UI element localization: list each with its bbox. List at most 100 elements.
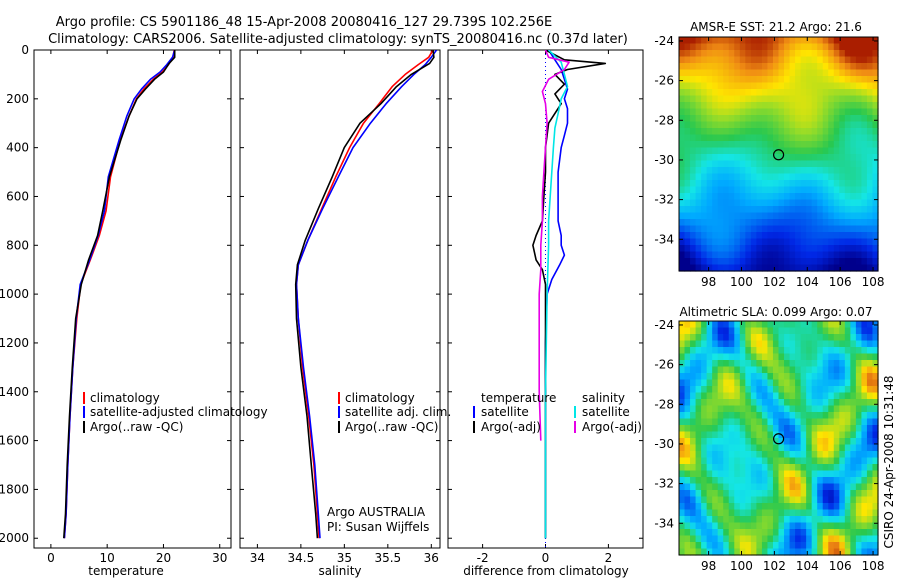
heatmap-cell [695, 386, 702, 394]
heatmap-cell [679, 353, 686, 361]
heatmap-cell [855, 108, 863, 116]
x-tick-label: 34.5 [288, 551, 315, 565]
heatmap-cell [745, 477, 752, 485]
heatmap-cell [761, 180, 769, 188]
heatmap-cell [861, 412, 868, 420]
heatmap-cell [855, 186, 863, 194]
heatmap-cell [728, 483, 735, 491]
heatmap-cell [866, 245, 874, 253]
heatmap-cell [855, 141, 863, 149]
heatmap-cell [767, 542, 774, 550]
heatmap-cell [684, 147, 691, 155]
heatmap-cell [855, 206, 863, 214]
heatmap-cell [872, 425, 879, 433]
heatmap-cell [866, 392, 874, 400]
heatmap-cell [734, 360, 741, 368]
heatmap-cell [850, 431, 857, 439]
heatmap-cell [739, 490, 746, 498]
heatmap-cell [701, 399, 708, 407]
heatmap-cell [679, 327, 686, 335]
heatmap-cell [690, 160, 697, 168]
heatmap-cell [866, 535, 874, 543]
heatmap-cell [850, 477, 857, 485]
heatmap-cell [679, 535, 686, 543]
heatmap-cell [872, 95, 879, 103]
heatmap-cell [811, 180, 818, 188]
heatmap-cell [861, 258, 868, 266]
heatmap-cell [690, 89, 697, 97]
heatmap-cell [789, 206, 796, 214]
heatmap-cell [772, 392, 780, 400]
heatmap-cell [712, 425, 719, 433]
heatmap-cell [861, 154, 868, 162]
heatmap-cell [761, 76, 769, 84]
heatmap-cell [839, 154, 846, 162]
y-tick-label: -32 [654, 477, 674, 491]
heatmap-cell [772, 225, 780, 233]
heatmap-cell [872, 115, 879, 123]
heatmap-cell [717, 245, 724, 253]
heatmap-cell [723, 490, 730, 498]
heatmap-cell [866, 225, 874, 233]
heatmap-cell [789, 334, 796, 342]
heatmap-cell [745, 69, 752, 77]
heatmap-cell [866, 154, 874, 162]
heatmap-cell [839, 347, 846, 355]
heatmap-cell [866, 470, 874, 478]
heatmap-cell [850, 425, 857, 433]
heatmap-cell [723, 477, 730, 485]
heatmap-cell [690, 206, 697, 214]
heatmap-cell [795, 43, 802, 51]
heatmap-cell [817, 69, 824, 77]
heatmap-cell [784, 399, 791, 407]
heatmap-cell [822, 483, 829, 491]
heatmap-cell [872, 154, 879, 162]
heatmap-cell [855, 76, 863, 84]
heatmap-cell [855, 340, 863, 348]
heatmap-cell [872, 444, 879, 452]
heatmap-cell [866, 379, 874, 387]
heatmap-cell [756, 160, 763, 168]
heatmap-cell [772, 399, 780, 407]
heatmap-cell [712, 128, 719, 136]
x-tick-label: 102 [763, 275, 786, 289]
heatmap-cell [789, 193, 796, 201]
heatmap-cell [839, 82, 846, 90]
y-tick-label: -34 [654, 516, 674, 530]
heatmap-cell [800, 373, 807, 381]
heatmap-cell [728, 496, 735, 504]
heatmap-cell [833, 50, 840, 58]
heatmap-cell [712, 516, 719, 524]
heatmap-cell [761, 193, 769, 201]
heatmap-cell [844, 43, 851, 51]
heatmap-cell [795, 477, 802, 485]
heatmap-cell [822, 516, 829, 524]
heatmap-cell [839, 340, 846, 348]
heatmap-cell [772, 108, 780, 116]
heatmap-cell [795, 509, 802, 517]
heatmap-cell [839, 173, 846, 181]
heatmap-cell [701, 108, 708, 116]
heatmap-cell [828, 154, 835, 162]
heatmap-cell [844, 186, 851, 194]
heatmap-cell [806, 232, 813, 240]
heatmap-cell [778, 457, 785, 465]
heatmap-cell [761, 327, 769, 335]
heatmap-cell [795, 470, 802, 478]
amsre_sst-axes-frame [678, 36, 879, 272]
heatmap-cell [789, 180, 796, 188]
heatmap-cell [767, 147, 774, 155]
heatmap-cell [866, 412, 874, 420]
heatmap-cell [800, 95, 807, 103]
heatmap-cell [767, 425, 774, 433]
heatmap-cell [679, 89, 686, 97]
heatmap-cell [690, 529, 697, 537]
heatmap-cell [695, 503, 702, 511]
heatmap-cell [772, 69, 780, 77]
heatmap-cell [800, 516, 807, 524]
heatmap-cell [844, 366, 851, 374]
heatmap-cell [734, 199, 741, 207]
heatmap-cell [701, 535, 708, 543]
heatmap-cell [723, 379, 730, 387]
heatmap-cell [739, 334, 746, 342]
